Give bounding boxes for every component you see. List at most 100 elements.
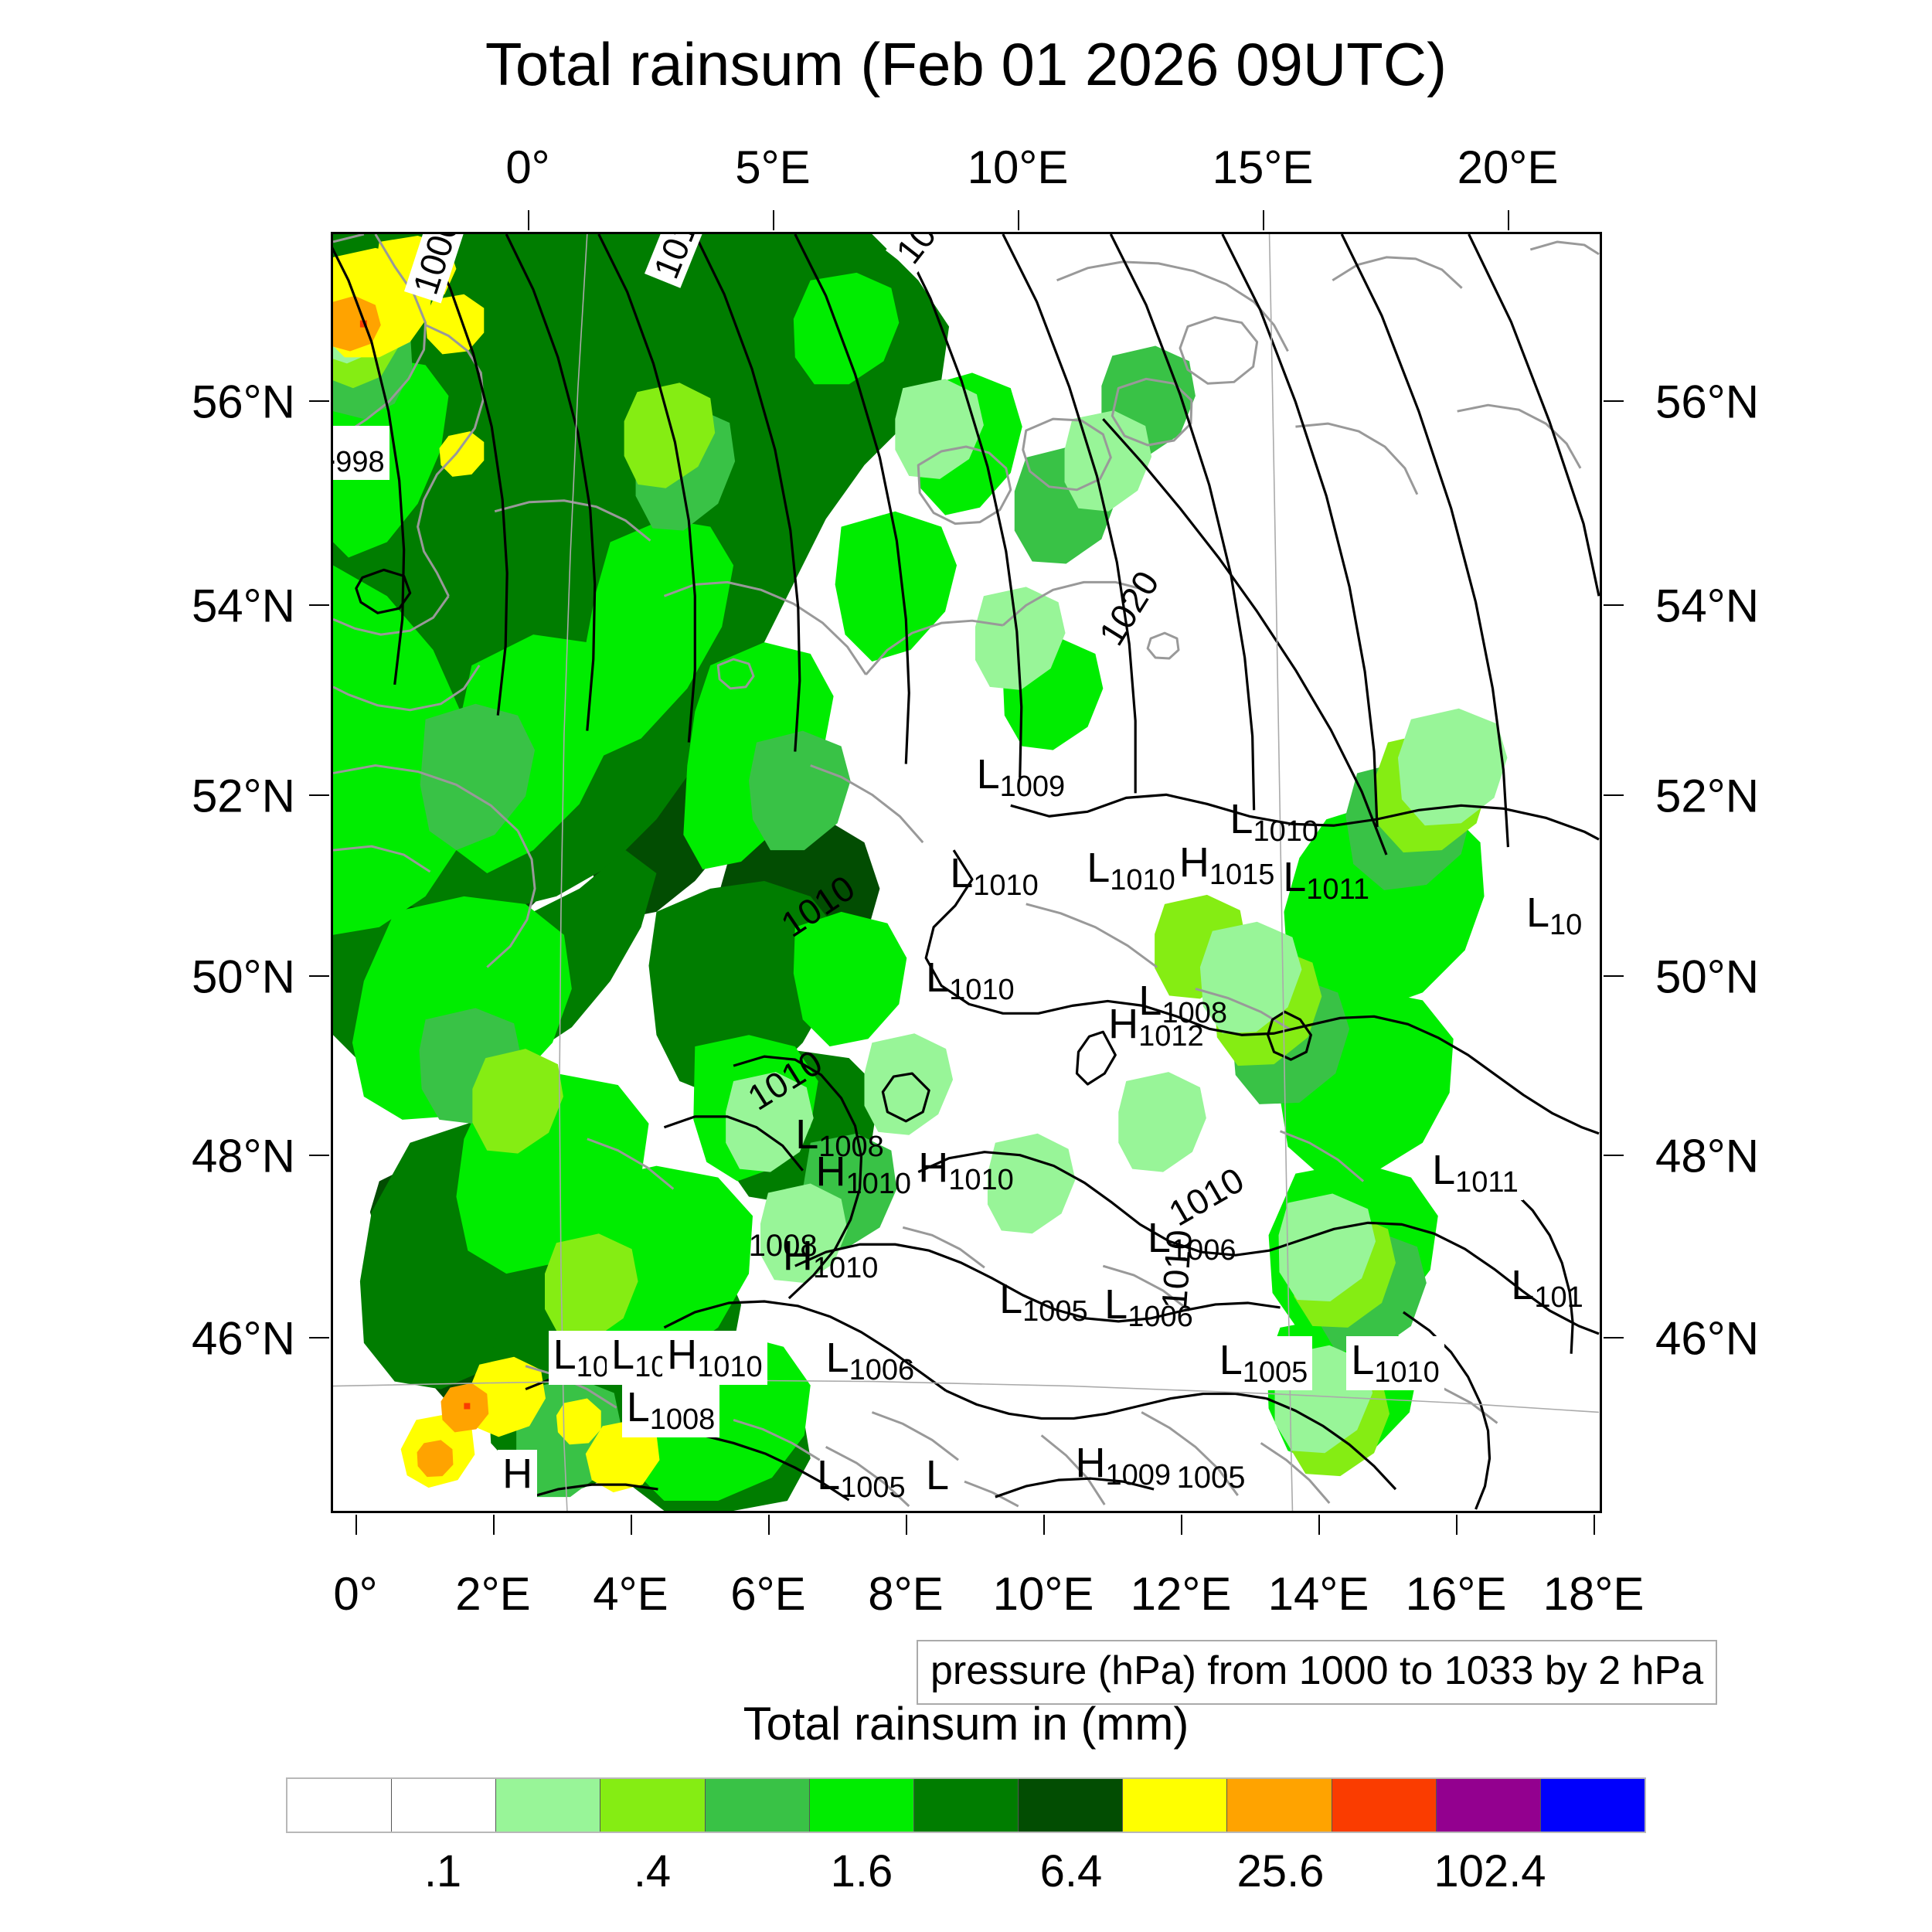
colorbar-cell-4 [705, 1779, 810, 1832]
axis-label-right-54: 54°N [1655, 580, 1760, 632]
axis-label-left-52: 52°N [191, 770, 295, 822]
tick-bottom-8 [906, 1515, 907, 1535]
tick-bottom-6 [768, 1515, 770, 1535]
tick-top-5 [773, 210, 774, 230]
axis-label-bottom-12: 12°E [1130, 1568, 1232, 1620]
axis-label-right-56: 56°N [1655, 376, 1760, 428]
tick-right-46 [1604, 1337, 1624, 1338]
axis-label-bottom-4: 4°E [593, 1568, 668, 1620]
colorbar-title: Total rainsum in (mm) [743, 1698, 1189, 1750]
low-marker: L [333, 427, 335, 473]
pressure-contour-legend: pressure (hPa) from 1000 to 1033 by 2 hP… [917, 1640, 1718, 1705]
pressure-center-H-1009: H1009 [1075, 1439, 1171, 1492]
pressure-center-H-bottom: H [498, 1449, 538, 1504]
axis-label-top-0: 0° [505, 141, 550, 193]
pressure-center-L-1006-b: L1006 [1104, 1281, 1193, 1334]
tick-right-52 [1604, 794, 1624, 796]
pressure-center-H-1012: H1012 [1108, 1000, 1204, 1053]
axis-label-bottom-8: 8°E [868, 1568, 944, 1620]
low-value: 998 [335, 445, 385, 478]
axis-label-left-50: 50°N [191, 951, 295, 1003]
pressure-center-H-1015: H1015 [1179, 842, 1275, 889]
tick-top-10 [1018, 210, 1019, 230]
tick-bottom-12 [1181, 1515, 1182, 1535]
tick-left-46 [309, 1337, 329, 1338]
map-canvas: 1000 1010 1020 1020 1010 1010 1010 1010 … [333, 234, 1600, 1511]
colorbar-cell-12 [1540, 1779, 1645, 1832]
tick-bottom-0 [355, 1515, 357, 1535]
colorbar-cell-8 [1123, 1779, 1228, 1832]
pressure-center-H-1010-b: H1010 [918, 1145, 1014, 1197]
pressure-center-H-1010-c: H1010 [782, 1233, 879, 1285]
axis-label-bottom-0: 0° [333, 1568, 378, 1620]
axis-label-right-50: 50°N [1655, 951, 1760, 1003]
pressure-center-L-1009: L1009 [976, 751, 1066, 804]
colorbar-tick-3: 6.4 [1039, 1846, 1103, 1896]
pressure-center-L-edge-a: L10 [1526, 889, 1583, 941]
isobar-label-1005-inline: 1005 [1176, 1461, 1246, 1495]
pressure-center-L-1008-d: L1008 [621, 1383, 720, 1437]
pressure-center-H-1010-a: H1010 [815, 1148, 911, 1201]
high-value: 1015 [1209, 859, 1275, 892]
axis-label-bottom-10: 10°E [992, 1568, 1094, 1620]
axis-label-left-48: 48°N [191, 1130, 295, 1182]
tick-right-48 [1604, 1155, 1624, 1156]
isobar-layer [333, 234, 1600, 1510]
tick-top-0 [528, 210, 529, 230]
tick-left-50 [309, 975, 329, 977]
axis-label-right-48: 48°N [1655, 1130, 1760, 1182]
pressure-center-L-edge-b: L101 [1511, 1262, 1583, 1315]
pressure-center-L-1010-b: L1010 [1087, 844, 1175, 897]
tick-left-52 [309, 794, 329, 796]
axis-label-left-46: 46°N [191, 1312, 295, 1365]
axis-label-right-52: 52°N [1655, 770, 1760, 822]
tick-bottom-18 [1594, 1515, 1595, 1535]
pressure-center-L-1006-c: L1006 [825, 1335, 915, 1387]
pressure-center-L-1005-b: L1005 [1214, 1335, 1313, 1390]
axis-label-bottom-2: 2°E [455, 1568, 531, 1620]
pressure-center-L-1005-c: L1005 [817, 1452, 906, 1505]
pressure-center-H-1010-d: H1010 [662, 1331, 767, 1386]
pressure-center-L-1011-b: L1011 [1427, 1145, 1523, 1200]
tick-left-54 [309, 604, 329, 606]
high-marker: H [1179, 839, 1209, 886]
axis-label-top-15: 15°E [1212, 141, 1314, 193]
pressure-center-L-bottom: L [926, 1452, 950, 1499]
colorbar-cell-5 [809, 1779, 914, 1832]
colorbar-cell-0 [287, 1779, 393, 1832]
isobar-label-1008-inline: 1008 [748, 1228, 818, 1263]
pressure-center-L-1010-c: L1010 [1230, 796, 1318, 849]
tick-bottom-16 [1456, 1515, 1458, 1535]
colorbar[interactable] [286, 1777, 1646, 1833]
colorbar-cell-10 [1332, 1779, 1437, 1832]
tick-bottom-2 [493, 1515, 495, 1535]
tick-bottom-14 [1318, 1515, 1320, 1535]
pressure-center-L-1005-a: L1005 [999, 1276, 1088, 1328]
colorbar-tick-2: 1.6 [830, 1846, 893, 1896]
pressure-center-L-998: L998 [333, 425, 389, 480]
colorbar-tick-0: .1 [423, 1846, 462, 1896]
axis-label-left-54: 54°N [191, 580, 295, 632]
colorbar-cell-6 [913, 1779, 1019, 1832]
tick-bottom-10 [1043, 1515, 1045, 1535]
colorbar-cell-11 [1436, 1779, 1541, 1832]
tick-top-20 [1508, 210, 1509, 230]
map-plot-area[interactable]: 1000 1010 1020 1020 1010 1010 1010 1010 … [331, 232, 1602, 1513]
tick-right-56 [1604, 400, 1624, 402]
axis-label-top-10: 10°E [967, 141, 1069, 193]
pressure-center-L-1011-a: L1011 [1283, 853, 1370, 906]
tick-bottom-4 [631, 1515, 632, 1535]
pressure-center-L-1008-b: L1008 [795, 1111, 884, 1164]
axis-label-top-5: 5°E [735, 141, 811, 193]
colorbar-tick-4: 25.6 [1236, 1846, 1325, 1896]
page-title: Total rainsum (Feb 01 2026 09UTC) [485, 30, 1447, 98]
pressure-center-L-1010-e: L1010 [1346, 1335, 1444, 1390]
axis-label-bottom-6: 6°E [730, 1568, 806, 1620]
tick-right-50 [1604, 975, 1624, 977]
colorbar-cell-1 [392, 1779, 497, 1832]
pressure-center-L-1010-d: L1010 [926, 954, 1015, 1007]
colorbar-cell-7 [1019, 1779, 1124, 1832]
axis-label-bottom-14: 14°E [1267, 1568, 1369, 1620]
colorbar-tick-1: .4 [633, 1846, 672, 1896]
tick-top-15 [1263, 210, 1264, 230]
